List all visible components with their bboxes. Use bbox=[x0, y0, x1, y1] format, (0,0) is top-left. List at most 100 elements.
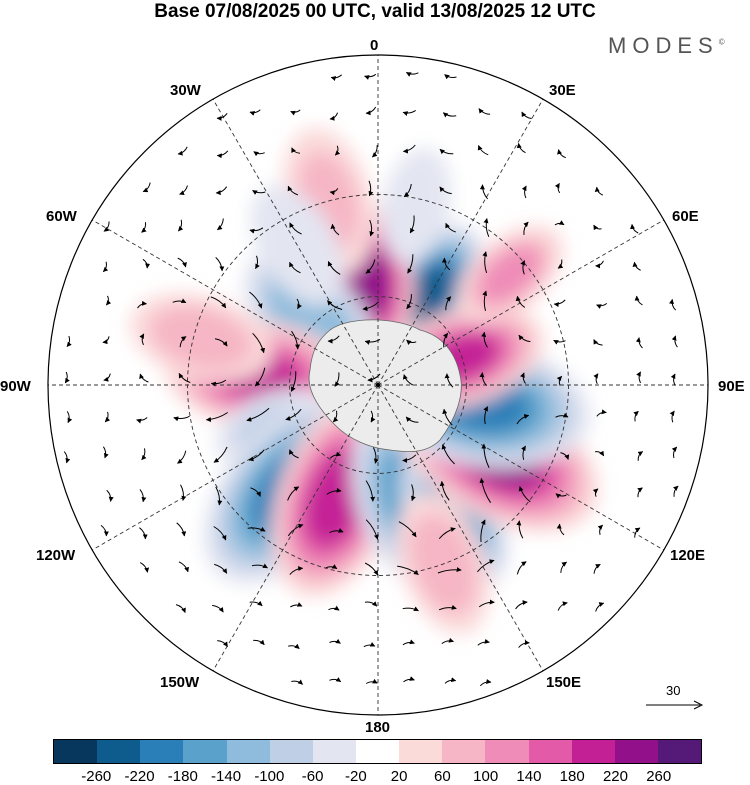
lon-label-30e: 30E bbox=[549, 82, 576, 99]
wind-vector bbox=[406, 339, 417, 345]
wind-vector bbox=[477, 559, 495, 573]
colorbar-tick-label: 100 bbox=[473, 768, 499, 785]
wind-vectors bbox=[63, 72, 679, 687]
wind-vector bbox=[481, 331, 488, 348]
wind-vector bbox=[556, 375, 563, 386]
wind-vector bbox=[66, 335, 72, 347]
wind-vector bbox=[444, 74, 457, 80]
wind-vector bbox=[592, 488, 599, 497]
wind-vector bbox=[212, 604, 224, 613]
wind-vector bbox=[253, 151, 265, 157]
wind-vector bbox=[214, 563, 228, 574]
wind-vector bbox=[439, 186, 452, 195]
wind-vector bbox=[252, 332, 266, 354]
wind-vector bbox=[637, 451, 644, 461]
wind-vector bbox=[516, 520, 524, 539]
wind-vector bbox=[370, 410, 376, 423]
wind-vector bbox=[515, 295, 526, 308]
wind-vector bbox=[102, 261, 109, 273]
wind-vector bbox=[670, 373, 676, 386]
wind-vector bbox=[555, 412, 569, 418]
wind-vector bbox=[521, 445, 526, 460]
antarctica-landmass bbox=[308, 319, 462, 453]
colorbar-tick-label: -140 bbox=[211, 768, 242, 785]
colorbar-swatch bbox=[399, 740, 443, 763]
wind-vector bbox=[445, 222, 456, 233]
wind-vector bbox=[402, 454, 417, 463]
wind-vector bbox=[372, 145, 378, 158]
colorbar-swatch bbox=[140, 740, 184, 763]
wind-vector bbox=[477, 638, 490, 646]
wind-vector bbox=[560, 561, 568, 573]
colorbar-swatch bbox=[485, 740, 529, 763]
wind-vector bbox=[365, 480, 376, 502]
wind-vector bbox=[398, 521, 417, 538]
wind-vector bbox=[482, 251, 488, 274]
wind-vector bbox=[516, 142, 526, 154]
wind-vector bbox=[405, 416, 419, 423]
wind-vector bbox=[633, 410, 639, 422]
colorbar-swatch bbox=[571, 740, 615, 763]
colorbar-tick-label: -20 bbox=[345, 768, 367, 785]
negative-anomaly bbox=[264, 202, 331, 289]
wind-vector bbox=[557, 149, 566, 159]
wind-vector bbox=[139, 562, 150, 573]
wind-vector bbox=[402, 109, 416, 116]
wind-vector bbox=[214, 338, 228, 347]
wind-vector bbox=[102, 446, 109, 459]
wind-vector bbox=[365, 519, 379, 540]
wind-vector bbox=[402, 606, 419, 612]
wind-vector bbox=[248, 449, 265, 462]
wind-vector bbox=[179, 336, 187, 348]
wind-vector bbox=[172, 298, 187, 304]
chart-title: Base 07/08/2025 00 UTC, valid 13/08/2025… bbox=[154, 1, 596, 22]
wind-vector bbox=[405, 72, 419, 77]
lon-label-30w: 30W bbox=[170, 82, 201, 99]
wind-vector bbox=[329, 677, 342, 683]
meridian-line bbox=[91, 384, 379, 551]
wind-vector bbox=[363, 642, 376, 648]
wind-vector bbox=[287, 185, 299, 196]
wind-vector bbox=[483, 218, 490, 238]
wind-vector bbox=[63, 451, 71, 464]
wind-vector bbox=[139, 489, 147, 503]
wind-vector bbox=[287, 486, 300, 501]
negative-anomaly bbox=[390, 164, 442, 248]
wind-vector bbox=[523, 221, 529, 235]
colorbar bbox=[53, 739, 702, 764]
wind-vector bbox=[372, 447, 379, 464]
wind-vector bbox=[249, 291, 263, 309]
colorbar-tick-label: 60 bbox=[434, 768, 451, 785]
lon-label-90w: 90W bbox=[0, 378, 31, 395]
wind-vector bbox=[216, 150, 229, 159]
wind-vector bbox=[217, 218, 224, 231]
wind-vector bbox=[479, 477, 492, 503]
wind-vector bbox=[516, 414, 530, 425]
wind-vector bbox=[327, 300, 343, 310]
colorbar-tick-label: -100 bbox=[254, 768, 285, 785]
wind-vector bbox=[560, 452, 570, 460]
wind-vector bbox=[66, 411, 73, 424]
wind-vector bbox=[445, 296, 452, 311]
wind-vector bbox=[637, 487, 643, 498]
wind-vector bbox=[520, 372, 527, 384]
wind-vector bbox=[439, 480, 450, 501]
wind-vector bbox=[215, 257, 225, 272]
wind-vector bbox=[669, 410, 675, 423]
wind-vector bbox=[291, 679, 303, 685]
wind-vector bbox=[593, 339, 603, 346]
wind-vector bbox=[173, 415, 190, 422]
wind-vector bbox=[406, 294, 412, 310]
wind-vector bbox=[595, 450, 605, 457]
wind-vector bbox=[444, 677, 457, 684]
wind-vector bbox=[290, 602, 303, 608]
wind-vector bbox=[407, 254, 414, 274]
wind-vector bbox=[178, 219, 184, 232]
colorbar-tick-label: 140 bbox=[516, 768, 542, 785]
wind-vector bbox=[369, 219, 375, 237]
colorbar-tick-label: 220 bbox=[602, 768, 628, 785]
wind-vector bbox=[554, 220, 565, 226]
wind-vector bbox=[329, 112, 339, 121]
wind-vector bbox=[250, 487, 261, 497]
wind-vector bbox=[251, 563, 268, 569]
